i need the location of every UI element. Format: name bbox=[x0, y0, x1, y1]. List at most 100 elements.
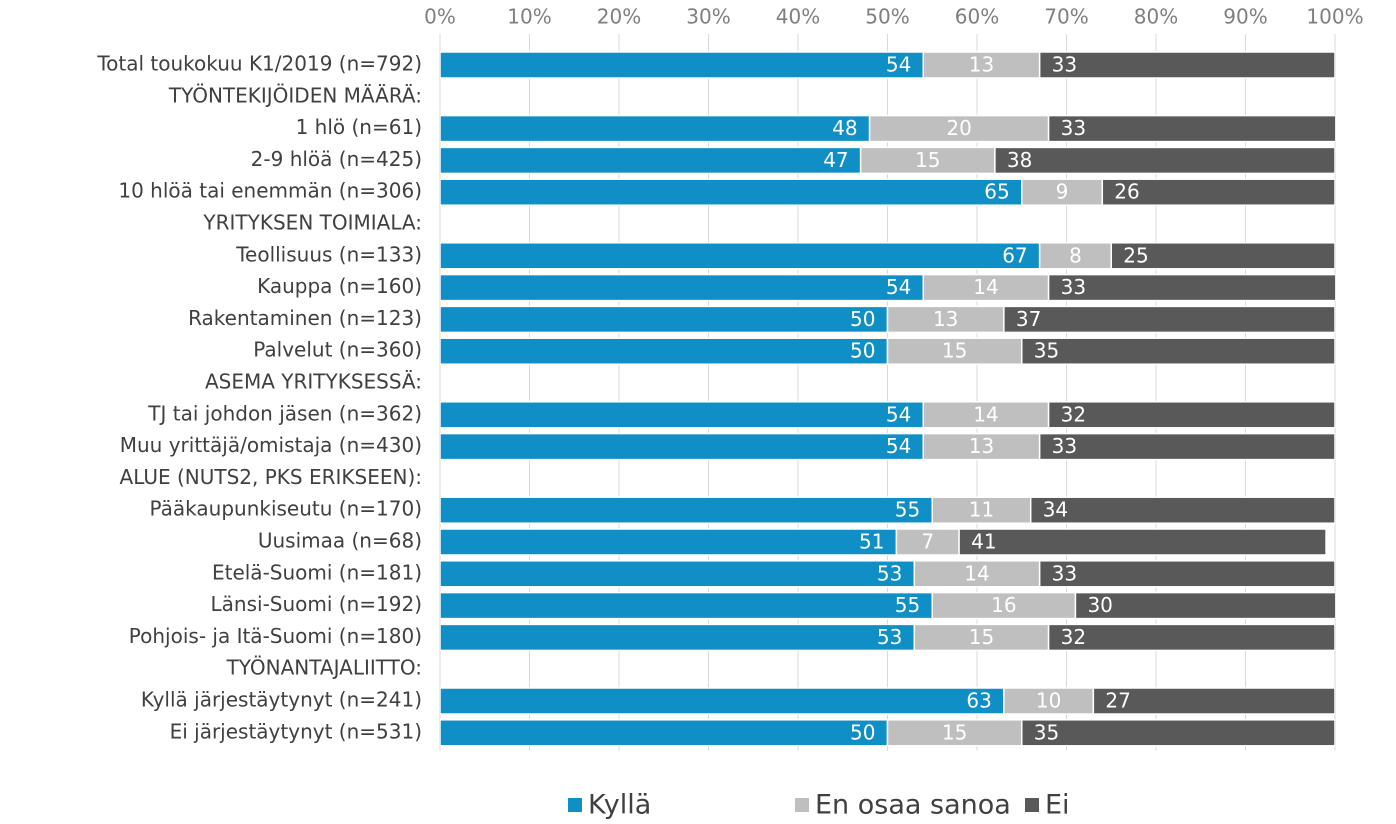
value-label: 48 bbox=[832, 116, 857, 140]
x-tick-label: 50% bbox=[865, 5, 909, 29]
bar-segment bbox=[868, 114, 1050, 143]
value-label: 34 bbox=[1043, 498, 1068, 522]
value-label: 54 bbox=[886, 275, 911, 299]
value-label: 15 bbox=[915, 148, 940, 172]
bar-segment bbox=[1047, 273, 1335, 302]
bar-segment bbox=[440, 305, 889, 334]
category-label: TYÖNANTAJALIITTO: bbox=[226, 656, 422, 680]
x-tick-label: 100% bbox=[1306, 5, 1363, 29]
bar-segment bbox=[440, 623, 916, 652]
value-label: 11 bbox=[969, 498, 994, 522]
legend-swatch bbox=[795, 798, 809, 812]
value-label: 47 bbox=[823, 148, 848, 172]
category-label: Kauppa (n=160) bbox=[257, 274, 422, 298]
bar-segment bbox=[1047, 401, 1335, 429]
bar-segment bbox=[922, 432, 1041, 461]
value-label: 30 bbox=[1087, 593, 1112, 617]
value-label: 7 bbox=[921, 530, 934, 554]
category-label: Muu yrittäjä/omistaja (n=430) bbox=[120, 433, 422, 457]
bar-segment bbox=[922, 273, 1050, 302]
value-label: 41 bbox=[971, 530, 996, 554]
bar-segment bbox=[440, 242, 1041, 270]
category-label: 2-9 hlöä (n=425) bbox=[251, 147, 422, 171]
category-label: TJ tai johdon jäsen (n=362) bbox=[147, 401, 422, 425]
category-label: Uusimaa (n=68) bbox=[258, 529, 422, 553]
bar-segment bbox=[931, 591, 1077, 620]
x-tick-label: 0% bbox=[424, 5, 456, 29]
value-label: 15 bbox=[942, 720, 967, 744]
bar-segment bbox=[1021, 719, 1335, 747]
category-label: Ei järjestäytynyt (n=531) bbox=[170, 719, 422, 743]
value-label: 50 bbox=[850, 720, 875, 744]
category-label: Kyllä järjestäytynyt (n=241) bbox=[141, 688, 422, 712]
bar-segment bbox=[440, 432, 925, 461]
value-label: 54 bbox=[886, 434, 911, 458]
x-tick-label: 10% bbox=[507, 5, 551, 29]
x-tick-label: 30% bbox=[686, 5, 730, 29]
bar-segment bbox=[440, 273, 925, 302]
value-label: 53 bbox=[877, 625, 902, 649]
bar-segment bbox=[1038, 432, 1335, 461]
bar-segment bbox=[440, 337, 889, 365]
value-label: 54 bbox=[886, 402, 911, 426]
bar-segment bbox=[1021, 337, 1335, 365]
value-label: 14 bbox=[973, 275, 998, 299]
category-label: Pohjois- ja Itä-Suomi (n=180) bbox=[129, 624, 422, 648]
bar-segment bbox=[440, 719, 889, 747]
bar-segment bbox=[1110, 242, 1335, 270]
bar-segment bbox=[440, 114, 871, 143]
legend-swatch bbox=[1025, 798, 1039, 812]
category-label: 10 hlöä tai enemmän (n=306) bbox=[118, 179, 422, 203]
category-label: 1 hlö (n=61) bbox=[296, 115, 422, 139]
value-label: 55 bbox=[895, 498, 920, 522]
bar-segment bbox=[1029, 496, 1335, 524]
category-label: Total toukokuu K1/2019 (n=792) bbox=[96, 52, 422, 76]
category-label: Etelä-Suomi (n=181) bbox=[212, 560, 422, 584]
bar-segment bbox=[994, 146, 1335, 175]
category-label: Länsi-Suomi (n=192) bbox=[211, 592, 422, 616]
value-label: 13 bbox=[933, 307, 958, 331]
value-label: 35 bbox=[1034, 720, 1059, 744]
bar-segment bbox=[1101, 178, 1335, 206]
bar-segment bbox=[440, 146, 862, 175]
value-label: 9 bbox=[1056, 180, 1069, 204]
value-label: 63 bbox=[966, 689, 991, 713]
category-label: YRITYKSEN TOIMIALA: bbox=[202, 211, 422, 235]
value-label: 35 bbox=[1034, 339, 1059, 363]
value-label: 50 bbox=[850, 307, 875, 331]
value-label: 16 bbox=[991, 593, 1016, 617]
value-label: 13 bbox=[969, 53, 994, 77]
bar-segment bbox=[913, 623, 1050, 652]
legend-label: Kyllä bbox=[588, 790, 651, 821]
bar-segment bbox=[440, 496, 933, 524]
value-label: 14 bbox=[973, 402, 998, 426]
x-tick-label: 40% bbox=[776, 5, 820, 29]
legend-swatch bbox=[568, 798, 582, 812]
bar-segment bbox=[922, 401, 1050, 429]
bar-segment bbox=[931, 496, 1032, 524]
bar-segment bbox=[1038, 560, 1335, 588]
category-label: Teollisuus (n=133) bbox=[235, 242, 422, 266]
value-label: 10 bbox=[1036, 689, 1061, 713]
bar-segment bbox=[440, 687, 1005, 715]
value-label: 51 bbox=[859, 530, 884, 554]
x-tick-label: 60% bbox=[955, 5, 999, 29]
bar-segment bbox=[1047, 114, 1335, 143]
value-label: 67 bbox=[1002, 243, 1027, 267]
x-tick-label: 80% bbox=[1134, 5, 1178, 29]
value-label: 65 bbox=[984, 180, 1009, 204]
value-label: 15 bbox=[969, 625, 994, 649]
value-label: 8 bbox=[1069, 243, 1082, 267]
bar-segment bbox=[1021, 178, 1104, 206]
bar-segment bbox=[1047, 623, 1335, 652]
bar-segment bbox=[1003, 305, 1335, 334]
bar-segment bbox=[440, 51, 925, 79]
bar-segment bbox=[1038, 51, 1335, 79]
legend-label: Ei bbox=[1045, 790, 1070, 821]
bar-segment bbox=[440, 178, 1023, 206]
bar-segment bbox=[440, 528, 898, 556]
value-label: 50 bbox=[850, 339, 875, 363]
bar-segment bbox=[440, 401, 925, 429]
value-label: 26 bbox=[1114, 180, 1139, 204]
category-label: TYÖNTEKIJÖIDEN MÄÄRÄ: bbox=[168, 83, 422, 107]
